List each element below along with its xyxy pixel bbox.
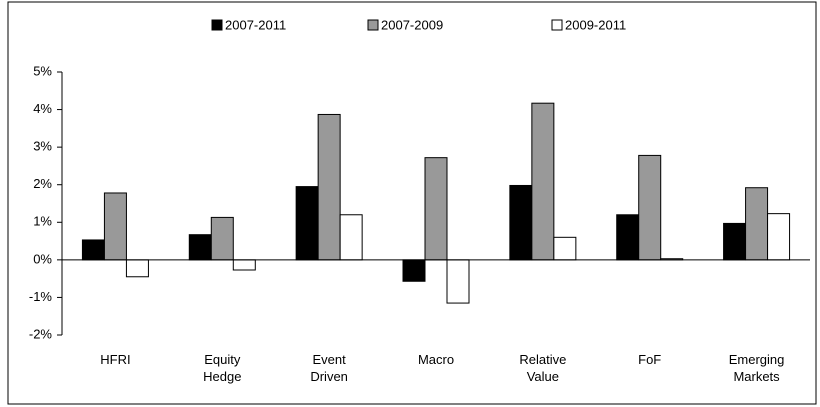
x-tick-label: Macro	[417, 352, 455, 367]
legend-swatch	[211, 19, 223, 31]
bar	[509, 184, 533, 261]
bar	[317, 113, 341, 261]
y-tick-label: -2%	[29, 326, 53, 341]
y-tick-label: 0%	[33, 251, 52, 266]
bar	[745, 187, 769, 261]
bar	[339, 214, 363, 261]
bar	[767, 213, 791, 261]
legend-label: 2009-2011	[565, 17, 626, 32]
y-tick-label: 5%	[33, 63, 52, 78]
legend-swatch	[551, 19, 563, 31]
bar	[295, 186, 319, 261]
x-tick-label: Equity Hedge	[203, 352, 242, 384]
x-tick-label: HFRI	[100, 352, 131, 367]
bar	[553, 236, 577, 261]
bar	[402, 259, 426, 282]
bar	[210, 216, 234, 261]
bar	[638, 154, 662, 261]
bar	[103, 192, 127, 261]
bar	[616, 214, 640, 261]
x-tick-label: Event Driven	[310, 352, 348, 384]
y-tick-label: 2%	[33, 176, 52, 191]
bar	[723, 222, 747, 261]
bar	[232, 259, 256, 271]
legend-swatch	[367, 19, 379, 31]
bar	[424, 157, 448, 261]
bar	[81, 239, 105, 261]
x-tick-label: Relative Value	[519, 352, 567, 384]
legend-label: 2007-2011	[225, 17, 286, 32]
legend-label: 2007-2009	[381, 17, 443, 32]
x-tick-label: FoF	[638, 352, 662, 367]
bar	[125, 259, 149, 278]
y-tick-label: 4%	[33, 101, 52, 116]
bar	[188, 234, 212, 261]
bar	[531, 102, 555, 261]
x-tick-label: Emerging Markets	[728, 352, 785, 384]
y-tick-label: -1%	[29, 289, 53, 304]
bar	[446, 259, 470, 304]
y-tick-label: 3%	[33, 139, 52, 154]
y-tick-label: 1%	[33, 214, 52, 229]
chart-border	[7, 1, 817, 405]
